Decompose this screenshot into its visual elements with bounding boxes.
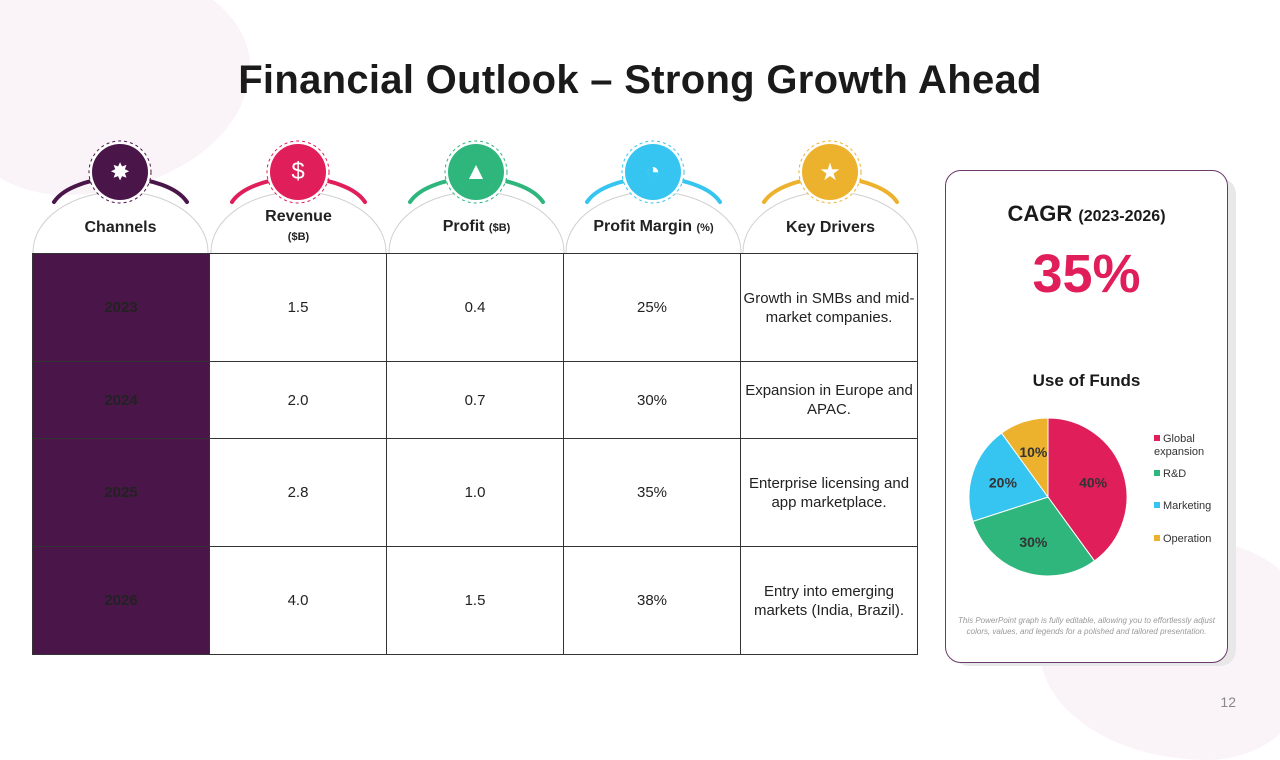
profit-cell: 1.5 xyxy=(386,546,564,655)
slide-title: Financial Outlook – Strong Growth Ahead xyxy=(238,58,1042,102)
cagr-card: CAGR (2023-2026) 35% Use of Funds 40% 30%… xyxy=(945,170,1228,663)
page-number: 12 xyxy=(1220,694,1236,710)
revenue-cell: 4.0 xyxy=(209,546,387,655)
legend-swatch xyxy=(1154,535,1160,541)
table-row: 2024 2.0 0.7 30% Expansion in Europe and… xyxy=(32,361,918,439)
legend-item: Marketing xyxy=(1154,500,1226,513)
legend-label: Marketing xyxy=(1163,500,1212,512)
pie-data-label: 40% xyxy=(1079,474,1108,490)
pie-data-label: 10% xyxy=(1019,444,1048,460)
hands-chart-icon: ◔ xyxy=(625,144,681,200)
footnote: This PowerPoint graph is fully editable,… xyxy=(957,616,1216,636)
column-header-key-drivers: ★ Key Drivers xyxy=(742,140,919,254)
year-cell: 2024 xyxy=(32,361,210,439)
column-header-profit-margin: ◔ Profit Margin (%) xyxy=(565,140,742,254)
chart-title: Use of Funds xyxy=(1032,371,1141,390)
table-row: 2026 4.0 1.5 38% Entry into emerging mar… xyxy=(32,546,918,655)
legend-swatch xyxy=(1154,435,1160,441)
column-label: Key Drivers xyxy=(786,218,875,236)
margin-cell: 35% xyxy=(563,438,741,547)
margin-cell: 25% xyxy=(563,253,741,362)
cagr-heading: CAGR (2023-2026) xyxy=(1007,201,1166,226)
financial-table: 2023 1.5 0.4 25% Growth in SMBs and mid-… xyxy=(32,253,918,655)
money-growth-icon: $ xyxy=(270,144,326,200)
drivers-cell: Enterprise licensing and app marketplace… xyxy=(740,438,918,547)
pie-data-label: 20% xyxy=(989,474,1018,490)
revenue-cell: 2.0 xyxy=(209,361,387,439)
pie-slice-operation xyxy=(1000,417,1049,499)
column-label: Profit ($B) xyxy=(442,217,511,235)
year-cell: 2023 xyxy=(32,253,210,362)
pie-slice-marketing xyxy=(968,432,1049,523)
profit-cell: 1.0 xyxy=(386,438,564,547)
year-cell: 2025 xyxy=(32,438,210,547)
column-label: Revenue ($B) xyxy=(265,208,332,243)
profit-cell: 0.4 xyxy=(386,253,564,362)
legend-swatch xyxy=(1154,470,1160,476)
cagr-value: 35% xyxy=(1032,244,1141,304)
pie-chart: 40% 30% 20%10% xyxy=(968,417,1128,577)
people-key-icon: ★ xyxy=(802,144,858,200)
table-row: 2025 2.8 1.0 35% Enterprise licensing an… xyxy=(32,438,918,547)
revenue-cell: 2.8 xyxy=(209,438,387,547)
column-header-revenue: $ Revenue ($B) xyxy=(210,140,387,254)
profit-cell: 0.7 xyxy=(386,361,564,439)
year-cell: 2026 xyxy=(32,546,210,655)
column-header-profit: ▲ Profit ($B) xyxy=(388,140,565,254)
column-header-channels: ✸ Channels xyxy=(32,140,209,254)
revenue-cell: 1.5 xyxy=(209,253,387,362)
pie-data-label: 30% xyxy=(1019,534,1048,550)
pie-slice-global-expansion xyxy=(1047,417,1128,562)
legend-item: Operation xyxy=(1154,533,1226,546)
margin-cell: 38% xyxy=(563,546,741,655)
legend-item: R&D xyxy=(1154,468,1226,481)
drivers-cell: Entry into emerging markets (India, Braz… xyxy=(740,546,918,655)
drivers-cell: Growth in SMBs and mid-market companies. xyxy=(740,253,918,362)
legend-label: R&D xyxy=(1163,468,1187,480)
legend-label: Operation xyxy=(1163,533,1212,545)
legend-item: Global expansion xyxy=(1154,433,1226,459)
column-label: Channels xyxy=(84,218,157,236)
column-label: Profit Margin (%) xyxy=(593,217,714,235)
legend-swatch xyxy=(1154,502,1160,508)
table-row: 2023 1.5 0.4 25% Growth in SMBs and mid-… xyxy=(32,253,918,362)
dollar-stack-icon: ▲ xyxy=(448,144,504,200)
drivers-cell: Expansion in Europe and APAC. xyxy=(740,361,918,439)
pie-slice-r-and-d xyxy=(972,496,1096,577)
legend-label: Global expansion xyxy=(1154,433,1205,458)
margin-cell: 30% xyxy=(563,361,741,439)
network-icon: ✸ xyxy=(92,144,148,200)
